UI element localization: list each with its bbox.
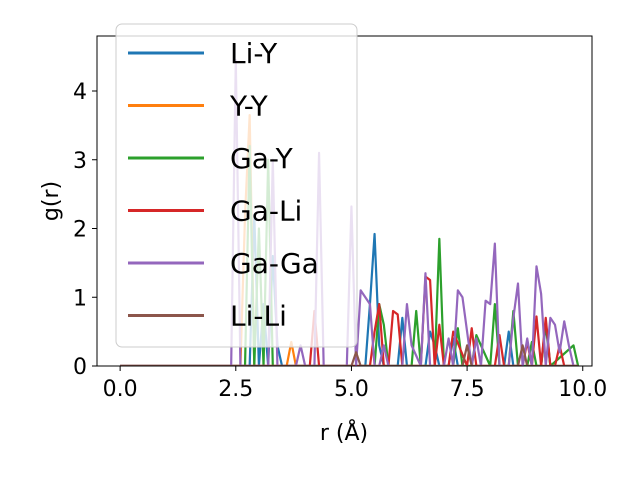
y-tick-label: 0 — [73, 355, 87, 380]
plot-area: 0.0 2.5 5.0 7.5 10.0 0 1 2 3 4 — [73, 35, 607, 402]
legend-label-li-y: Li-Y — [230, 37, 278, 70]
series-line-ga-ga — [120, 58, 579, 366]
y-tick-label: 3 — [73, 149, 87, 174]
x-tick-label: 7.5 — [450, 377, 485, 402]
legend: Li-Y Y-Y Ga-Y Ga-Li Ga-Ga Li-Li — [115, 23, 358, 348]
legend-label-ga-li: Ga-Li — [230, 195, 302, 228]
y-tick-label: 1 — [73, 286, 87, 311]
legend-label-ga-y: Ga-Y — [230, 142, 294, 175]
series-line-ga-li — [120, 275, 579, 366]
series-line-li-li — [120, 344, 579, 366]
y-axis-label: g(r) — [39, 181, 64, 221]
y-tick-label: 4 — [73, 80, 87, 105]
x-axis-label: r (Å) — [320, 419, 368, 446]
legend-label-ga-ga: Ga-Ga — [230, 247, 319, 280]
legend-label-y-y: Y-Y — [229, 90, 269, 123]
legend-label-li-li: Li-Li — [230, 300, 287, 333]
x-tick-label: 0.0 — [103, 377, 138, 402]
x-tick-label: 5.0 — [334, 377, 369, 402]
x-tick-label: 10.0 — [558, 377, 607, 402]
y-tick-label: 2 — [73, 218, 87, 243]
y-axis: 0 1 2 3 4 — [73, 80, 97, 380]
x-axis: 0.0 2.5 5.0 7.5 10.0 — [103, 366, 607, 402]
x-tick-label: 2.5 — [218, 377, 253, 402]
